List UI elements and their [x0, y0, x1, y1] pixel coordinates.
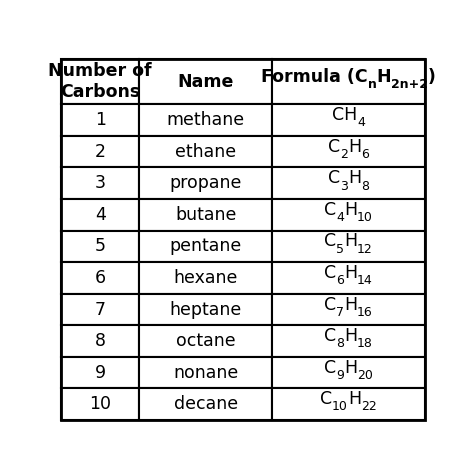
Text: C: C — [324, 295, 336, 313]
Bar — [272, 231, 425, 262]
Bar — [61, 294, 139, 325]
Text: Name: Name — [177, 73, 234, 91]
Text: 4: 4 — [336, 211, 344, 224]
Text: 7: 7 — [336, 306, 344, 319]
Text: C: C — [324, 327, 336, 345]
Bar — [272, 167, 425, 199]
Bar — [139, 199, 272, 231]
Text: 10: 10 — [357, 211, 373, 224]
Text: decane: decane — [173, 395, 237, 413]
Text: 5: 5 — [95, 237, 106, 255]
Text: H: H — [348, 390, 361, 408]
Bar — [272, 104, 425, 136]
Text: ): ) — [428, 67, 436, 85]
Text: propane: propane — [170, 174, 242, 192]
Text: H: H — [344, 201, 357, 219]
Bar — [61, 136, 139, 167]
Bar — [272, 389, 425, 420]
Text: octane: octane — [176, 332, 236, 350]
Text: H: H — [376, 67, 391, 85]
Text: 8: 8 — [361, 180, 369, 192]
Text: 22: 22 — [361, 401, 377, 413]
Text: n: n — [367, 78, 376, 91]
Text: 9: 9 — [95, 364, 106, 382]
Bar — [139, 262, 272, 294]
Bar — [272, 325, 425, 357]
Bar — [272, 59, 425, 104]
Text: 8: 8 — [95, 332, 106, 350]
Text: 2: 2 — [340, 148, 348, 161]
Text: 1: 1 — [95, 111, 106, 129]
Bar — [272, 136, 425, 167]
Text: H: H — [348, 169, 361, 187]
Bar — [139, 136, 272, 167]
Text: 6: 6 — [95, 269, 106, 287]
Text: C: C — [324, 201, 336, 219]
Text: 5: 5 — [336, 243, 344, 255]
Bar — [61, 262, 139, 294]
Text: H: H — [344, 264, 357, 282]
Text: heptane: heptane — [170, 301, 242, 319]
Text: 8: 8 — [336, 337, 344, 350]
Text: butane: butane — [175, 206, 237, 224]
Text: H: H — [344, 327, 357, 345]
Bar — [139, 294, 272, 325]
Text: 12: 12 — [357, 243, 373, 255]
Text: methane: methane — [166, 111, 245, 129]
Text: 10: 10 — [89, 395, 111, 413]
Bar — [139, 357, 272, 389]
Bar — [272, 357, 425, 389]
Text: 3: 3 — [340, 180, 348, 192]
Bar — [61, 167, 139, 199]
Text: 2: 2 — [95, 143, 106, 161]
Text: H: H — [344, 295, 357, 313]
Text: pentane: pentane — [170, 237, 242, 255]
Bar — [61, 357, 139, 389]
Text: 4: 4 — [95, 206, 106, 224]
Bar — [139, 167, 272, 199]
Bar — [61, 231, 139, 262]
Text: 9: 9 — [336, 369, 344, 382]
Text: ethane: ethane — [175, 143, 236, 161]
Bar — [272, 199, 425, 231]
Text: 4: 4 — [357, 116, 365, 129]
Text: H: H — [348, 137, 361, 155]
Bar — [272, 262, 425, 294]
Text: 7: 7 — [95, 301, 106, 319]
Text: 18: 18 — [357, 337, 373, 350]
Text: hexane: hexane — [173, 269, 238, 287]
Bar — [139, 325, 272, 357]
Bar — [139, 231, 272, 262]
Text: C: C — [328, 137, 340, 155]
Bar — [139, 389, 272, 420]
Text: 20: 20 — [357, 369, 373, 382]
Bar — [61, 104, 139, 136]
Text: C: C — [324, 264, 336, 282]
Text: H: H — [344, 359, 357, 377]
Bar — [61, 59, 139, 104]
Bar — [272, 294, 425, 325]
Text: C: C — [328, 169, 340, 187]
Text: 2n+2: 2n+2 — [391, 78, 428, 91]
Bar — [61, 199, 139, 231]
Bar — [61, 389, 139, 420]
Bar — [61, 325, 139, 357]
Text: CH: CH — [332, 106, 357, 124]
Text: C: C — [324, 359, 336, 377]
Bar — [139, 104, 272, 136]
Bar — [139, 59, 272, 104]
Text: 6: 6 — [361, 148, 369, 161]
Text: C: C — [324, 232, 336, 250]
Text: 14: 14 — [357, 274, 373, 287]
Text: nonane: nonane — [173, 364, 238, 382]
Text: H: H — [344, 232, 357, 250]
Text: Number of
Carbons: Number of Carbons — [48, 62, 152, 101]
Text: C: C — [320, 390, 332, 408]
Text: 6: 6 — [336, 274, 344, 287]
Text: 10: 10 — [332, 401, 348, 413]
Text: 3: 3 — [95, 174, 106, 192]
Text: Formula (C: Formula (C — [261, 67, 367, 85]
Text: 16: 16 — [357, 306, 373, 319]
